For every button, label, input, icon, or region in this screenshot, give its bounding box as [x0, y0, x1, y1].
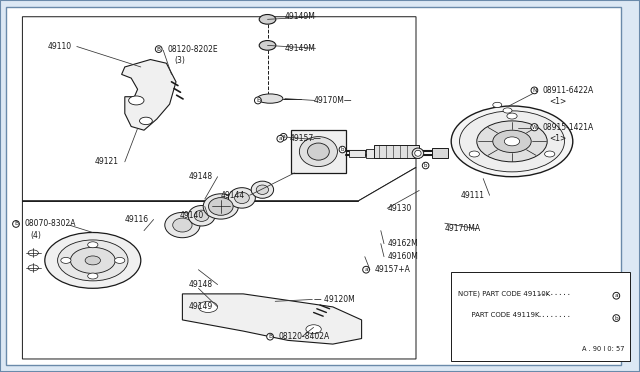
- Circle shape: [140, 117, 152, 125]
- Text: W: W: [532, 125, 537, 130]
- Bar: [291, 130, 346, 173]
- Circle shape: [503, 108, 512, 113]
- Text: 49160M: 49160M: [387, 252, 418, 261]
- Text: A . 90 I 0: 57: A . 90 I 0: 57: [582, 346, 624, 352]
- Ellipse shape: [256, 185, 269, 195]
- Text: 49144: 49144: [221, 191, 245, 200]
- Bar: [374, 145, 419, 158]
- Ellipse shape: [204, 194, 238, 219]
- Text: 49116: 49116: [125, 215, 149, 224]
- Circle shape: [469, 151, 479, 157]
- Circle shape: [507, 113, 517, 119]
- Bar: [432, 148, 448, 158]
- Text: <1>: <1>: [549, 134, 566, 143]
- Ellipse shape: [234, 192, 250, 203]
- Text: 49170MA: 49170MA: [445, 224, 481, 233]
- Text: b: b: [424, 163, 428, 168]
- Text: B: B: [268, 334, 272, 339]
- Text: ........: ........: [538, 290, 572, 296]
- Text: b: b: [256, 98, 260, 103]
- Text: 08915-1421A: 08915-1421A: [543, 123, 594, 132]
- Circle shape: [28, 265, 38, 271]
- Circle shape: [70, 247, 115, 273]
- Circle shape: [58, 240, 128, 281]
- Ellipse shape: [412, 148, 424, 158]
- Text: B: B: [14, 221, 18, 227]
- Circle shape: [85, 256, 100, 265]
- Text: 49149M: 49149M: [285, 44, 316, 53]
- Text: 49157—: 49157—: [289, 134, 321, 143]
- Bar: [383, 150, 394, 157]
- Ellipse shape: [209, 198, 233, 215]
- Text: — 49120M: — 49120M: [314, 295, 355, 304]
- Text: a: a: [278, 136, 282, 141]
- Circle shape: [493, 102, 502, 108]
- Ellipse shape: [415, 150, 421, 156]
- Circle shape: [493, 130, 531, 153]
- Text: a: a: [614, 293, 618, 298]
- Ellipse shape: [307, 143, 329, 160]
- Text: 49157+A: 49157+A: [374, 265, 410, 274]
- Text: 49149M: 49149M: [285, 12, 316, 21]
- Bar: [366, 149, 380, 158]
- Circle shape: [451, 106, 573, 177]
- Circle shape: [88, 273, 98, 279]
- Text: 49121: 49121: [95, 157, 119, 166]
- Text: (3): (3): [174, 56, 185, 65]
- Bar: [451, 272, 630, 361]
- Text: N: N: [532, 88, 537, 93]
- Text: 08120-8402A: 08120-8402A: [278, 332, 330, 341]
- Text: <1>: <1>: [549, 97, 566, 106]
- Ellipse shape: [165, 212, 200, 238]
- Ellipse shape: [300, 137, 337, 167]
- Text: a: a: [364, 267, 368, 272]
- Polygon shape: [22, 17, 416, 201]
- Text: 49162M: 49162M: [387, 239, 418, 248]
- Text: 49140: 49140: [179, 211, 204, 220]
- Circle shape: [306, 325, 321, 334]
- Circle shape: [259, 15, 276, 24]
- Ellipse shape: [257, 94, 283, 103]
- Text: 08120-8202E: 08120-8202E: [168, 45, 218, 54]
- Text: 08070-8302A: 08070-8302A: [24, 219, 76, 228]
- Text: a: a: [282, 134, 285, 140]
- Text: 49110: 49110: [48, 42, 72, 51]
- Circle shape: [545, 151, 555, 157]
- Text: B: B: [157, 46, 161, 52]
- Text: (4): (4): [31, 231, 42, 240]
- Text: 49149: 49149: [189, 302, 213, 311]
- Ellipse shape: [251, 181, 274, 198]
- Ellipse shape: [173, 218, 192, 232]
- Text: 49148: 49148: [189, 172, 213, 181]
- Text: b: b: [614, 315, 618, 321]
- Circle shape: [129, 96, 144, 105]
- Ellipse shape: [228, 187, 255, 208]
- Polygon shape: [182, 294, 362, 344]
- Circle shape: [115, 257, 125, 263]
- Text: 49111: 49111: [461, 191, 485, 200]
- Circle shape: [88, 242, 98, 248]
- Text: 49148: 49148: [189, 280, 213, 289]
- Text: ........: ........: [538, 312, 572, 318]
- Text: 49130: 49130: [387, 204, 412, 213]
- Ellipse shape: [194, 210, 209, 221]
- Text: 08911-6422A: 08911-6422A: [543, 86, 594, 95]
- Text: b: b: [340, 147, 344, 152]
- Circle shape: [504, 137, 520, 146]
- Circle shape: [28, 250, 38, 256]
- Text: NOTE) PART CODE 49110K: NOTE) PART CODE 49110K: [458, 290, 550, 296]
- Ellipse shape: [188, 205, 215, 226]
- Text: PART CODE 49119K: PART CODE 49119K: [458, 312, 539, 318]
- Polygon shape: [22, 167, 416, 359]
- Bar: [349, 150, 365, 157]
- Text: 49170M—: 49170M—: [314, 96, 352, 105]
- Polygon shape: [122, 60, 176, 130]
- Circle shape: [259, 41, 276, 50]
- Circle shape: [477, 121, 547, 162]
- Circle shape: [61, 257, 71, 263]
- Circle shape: [45, 232, 141, 288]
- Circle shape: [198, 301, 218, 312]
- Ellipse shape: [211, 199, 230, 214]
- Circle shape: [460, 111, 564, 172]
